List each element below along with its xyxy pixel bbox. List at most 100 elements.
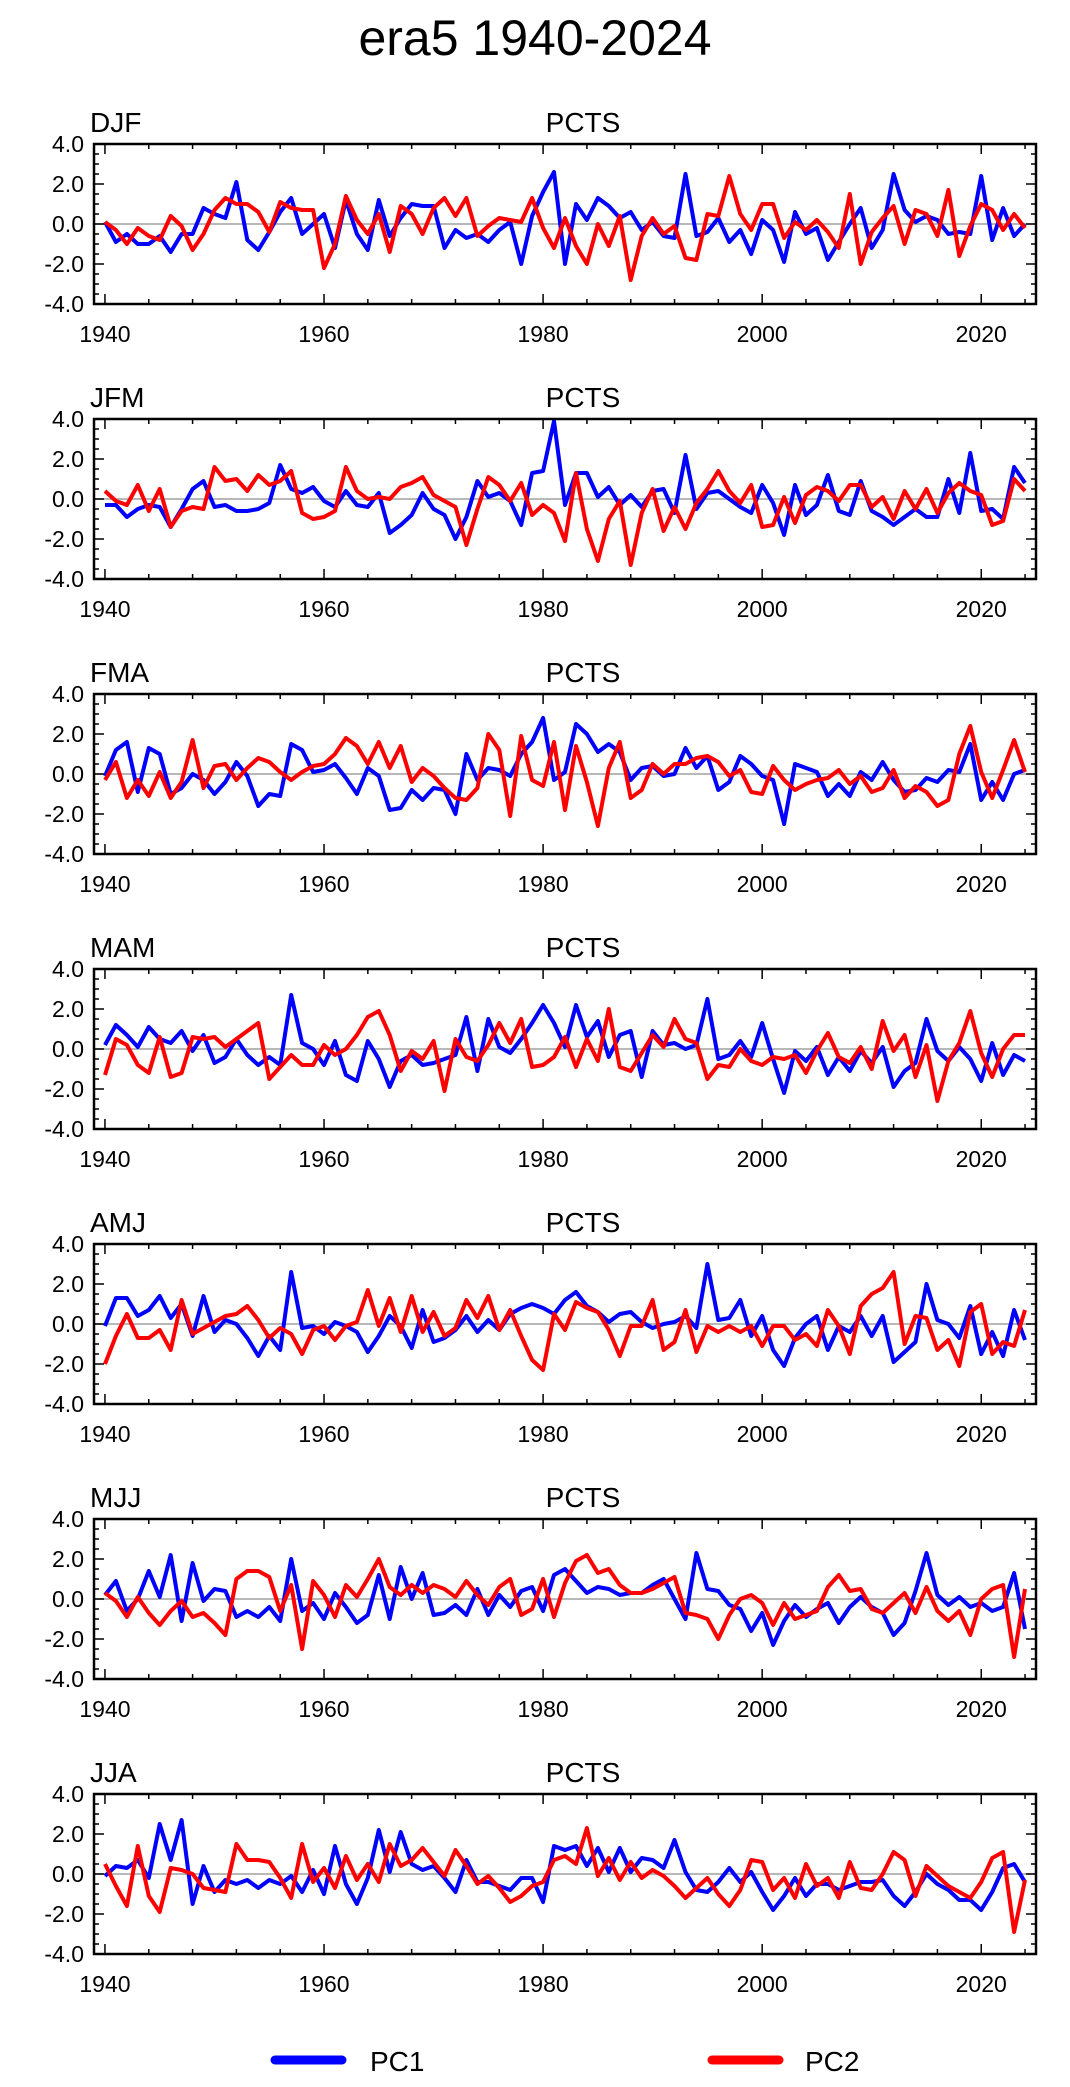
y-tick-label: 0.0 [52,1861,84,1887]
legend: PC1 PC2 [270,2046,859,2077]
x-tick-label: 2000 [737,1146,788,1172]
series-line-pc2 [103,1553,1027,1659]
x-tick-label: 2000 [737,321,788,347]
y-tick-label: 4.0 [52,1231,84,1257]
y-tick-label: -4.0 [44,1391,84,1417]
y-tick-label: 0.0 [52,1311,84,1337]
y-tick-label: -4.0 [44,841,84,867]
x-tick-label: 1960 [298,321,349,347]
plot-frame [92,1242,1038,1406]
x-tick-label: 1960 [298,1421,349,1447]
x-tick-label: 2020 [956,1696,1007,1722]
panel-djf: DJF PCTS 4.0 2.0 0.0 -2.0 -4.0 1940 1960 1980 2000… [44,107,1038,347]
x-tick-label: 2000 [737,871,788,897]
series-line-pc2 [103,465,1027,567]
x-tick-label: 1980 [518,321,569,347]
panel-season-label: MJJ [90,1482,141,1513]
panel-season-label: DJF [90,107,141,138]
y-tick-label: -2.0 [44,251,84,277]
x-tick-label: 1960 [298,1146,349,1172]
panel-season-label: JFM [90,382,144,413]
panel-title: PCTS [546,1482,621,1513]
x-tick-label: 2020 [956,1971,1007,1997]
panel-fma: FMA PCTS 4.0 2.0 0.0 -2.0 -4.0 1940 1960 1980 2000… [44,657,1038,897]
y-tick-label: -4.0 [44,291,84,317]
panel-season-label: AMJ [90,1207,146,1238]
x-tick-label: 2020 [956,871,1007,897]
x-tick-label: 2020 [956,1146,1007,1172]
panel-season-label: MAM [90,932,155,963]
y-tick-label: 0.0 [52,486,84,512]
x-tick-label: 1960 [298,871,349,897]
y-tick-label: -2.0 [44,1901,84,1927]
x-tick-label: 2020 [956,321,1007,347]
panel-title: PCTS [546,1207,621,1238]
y-tick-label: 2.0 [52,1546,84,1572]
x-tick-label: 1940 [79,1696,130,1722]
y-tick-label: 0.0 [52,211,84,237]
x-tick-label: 1940 [79,596,130,622]
y-tick-label: 0.0 [52,761,84,787]
x-tick-label: 1980 [518,1971,569,1997]
panel-jja: JJA PCTS 4.0 2.0 0.0 -2.0 -4.0 1940 1960 1980 2000… [44,1757,1038,1997]
plot-frame [92,692,1038,856]
legend-pc1-label: PC1 [370,2046,424,2077]
x-tick-label: 1940 [79,871,130,897]
panel-season-label: JJA [90,1757,137,1788]
panel-mjj: MJJ PCTS 4.0 2.0 0.0 -2.0 -4.0 1940 1960 1980 2000… [44,1482,1038,1722]
y-tick-label: 4.0 [52,131,84,157]
x-tick-label: 1980 [518,1421,569,1447]
panel-title: PCTS [546,1757,621,1788]
series-line-pc1 [103,1818,1027,1912]
x-tick-label: 1940 [79,321,130,347]
panel-amj: AMJ PCTS 4.0 2.0 0.0 -2.0 -4.0 1940 1960 1980 2000… [44,1207,1038,1447]
x-tick-label: 2020 [956,596,1007,622]
y-tick-label: 0.0 [52,1036,84,1062]
panel-title: PCTS [546,107,621,138]
series-line-pc1 [103,716,1026,826]
legend-pc2-label: PC2 [805,2046,859,2077]
panel-title: PCTS [546,382,621,413]
series-line-pc2 [103,1270,1027,1372]
y-tick-label: -2.0 [44,1076,84,1102]
x-tick-label: 1960 [298,1971,349,1997]
y-tick-label: -4.0 [44,566,84,592]
series-line-pc2 [103,1826,1027,1934]
x-tick-label: 2000 [737,1696,788,1722]
series-line-pc1 [103,1262,1027,1368]
y-tick-label: 0.0 [52,1586,84,1612]
series-line-pc1 [103,170,1027,266]
x-tick-label: 2000 [737,596,788,622]
y-tick-label: 2.0 [52,721,84,747]
y-tick-label: 2.0 [52,171,84,197]
x-tick-label: 2000 [737,1421,788,1447]
y-tick-label: 2.0 [52,446,84,472]
x-tick-label: 1940 [79,1146,130,1172]
y-tick-label: 2.0 [52,1271,84,1297]
y-tick-label: -4.0 [44,1116,84,1142]
x-tick-label: 1980 [518,1696,569,1722]
series-line-pc1 [103,993,1026,1095]
x-tick-label: 1980 [518,871,569,897]
y-tick-label: -2.0 [44,1626,84,1652]
y-tick-label: -2.0 [44,1351,84,1377]
y-tick-label: 2.0 [52,996,84,1022]
x-tick-label: 2020 [956,1421,1007,1447]
panel-title: PCTS [546,657,621,688]
panel-season-label: FMA [90,657,149,688]
y-tick-label: 4.0 [52,1506,84,1532]
panels: DJF PCTS 4.0 2.0 0.0 -2.0 -4.0 1940 1960 1980 2000… [44,107,1038,1997]
y-tick-label: -4.0 [44,1666,84,1692]
series-line-pc2 [103,724,1027,828]
y-tick-label: -4.0 [44,1941,84,1967]
plot-frame [92,1517,1038,1681]
plot-frame [92,1792,1038,1956]
y-tick-label: 4.0 [52,681,84,707]
x-tick-label: 1960 [298,1696,349,1722]
figure-title: era5 1940-2024 [358,10,711,66]
y-tick-label: 4.0 [52,956,84,982]
x-tick-label: 2000 [737,1971,788,1997]
y-tick-label: 4.0 [52,1781,84,1807]
series-line-pc2 [103,174,1027,282]
series-line-pc1 [105,419,1027,541]
